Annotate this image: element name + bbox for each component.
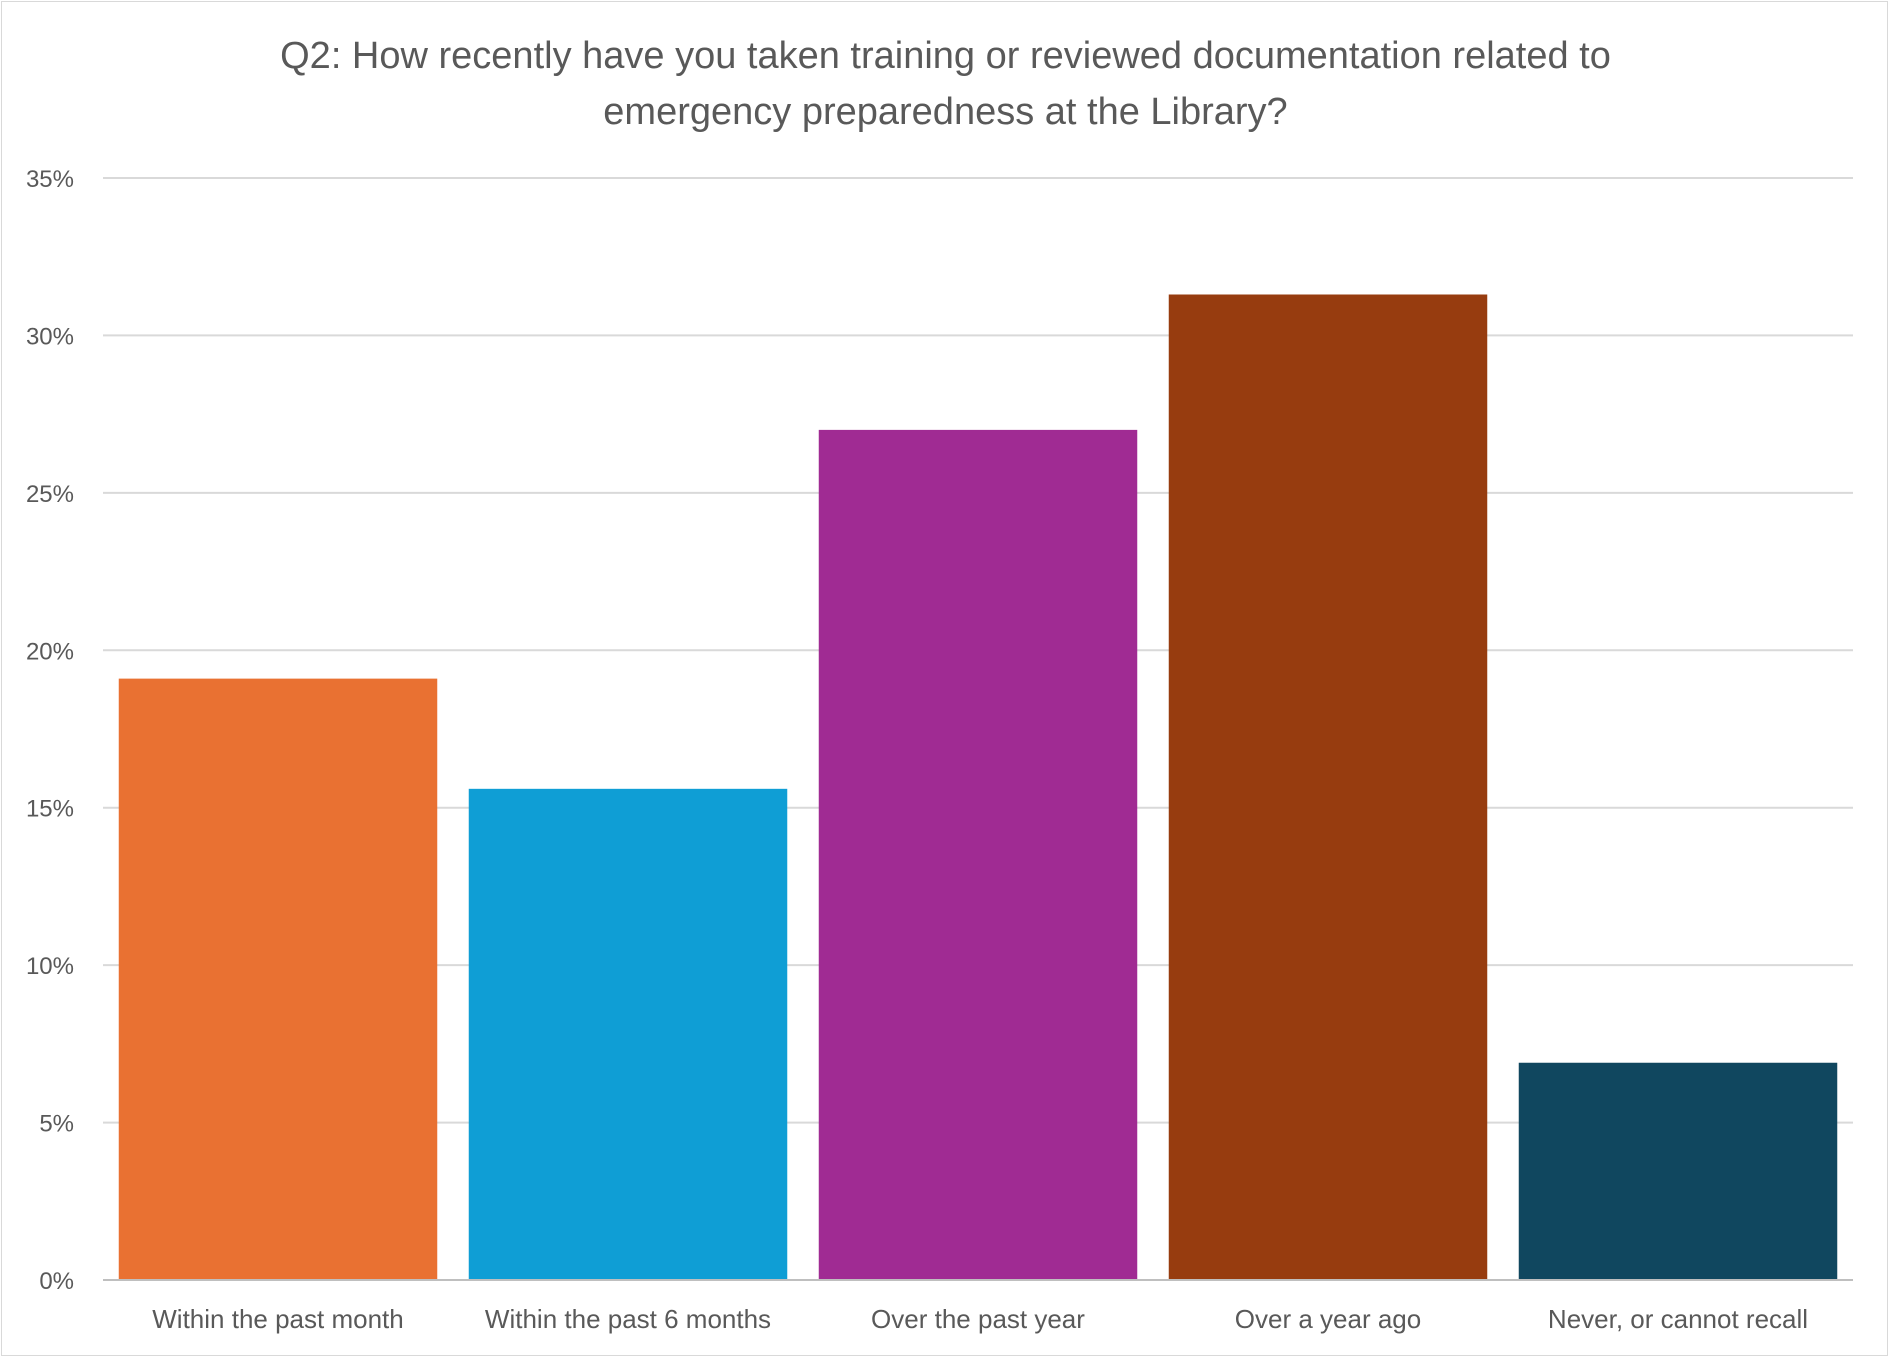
chart-title: Q2: How recently have you taken training…	[0, 28, 1891, 140]
y-tick-label: 25%	[26, 481, 74, 508]
y-tick-label: 30%	[26, 323, 74, 350]
y-tick-label: 20%	[26, 638, 74, 665]
x-category-label: Over the past year	[871, 1304, 1085, 1334]
y-tick-label: 5%	[39, 1111, 74, 1138]
bars	[118, 294, 1838, 1280]
y-tick-label: 10%	[26, 953, 74, 980]
y-axis-tick-labels: 0% 5% 10% 15% 20% 25% 30% 35%	[26, 166, 74, 1295]
chart-title-line-2: emergency preparedness at the Library?	[603, 91, 1288, 133]
x-axis-category-labels: Within the past month Within the past 6 m…	[152, 1304, 1808, 1334]
x-category-label: Never, or cannot recall	[1548, 1304, 1808, 1334]
x-category-label: Within the past 6 months	[485, 1304, 771, 1334]
x-category-label: Within the past month	[152, 1304, 403, 1334]
y-tick-label: 0%	[39, 1268, 74, 1295]
bar	[818, 429, 1138, 1280]
x-category-label: Over a year ago	[1235, 1304, 1421, 1334]
y-tick-label: 15%	[26, 796, 74, 823]
bar	[1518, 1062, 1838, 1280]
bar	[468, 788, 788, 1280]
chart-title-line-1: Q2: How recently have you taken training…	[280, 35, 1611, 77]
bar	[118, 678, 438, 1280]
bar	[1168, 294, 1488, 1280]
y-tick-label: 35%	[26, 166, 74, 193]
